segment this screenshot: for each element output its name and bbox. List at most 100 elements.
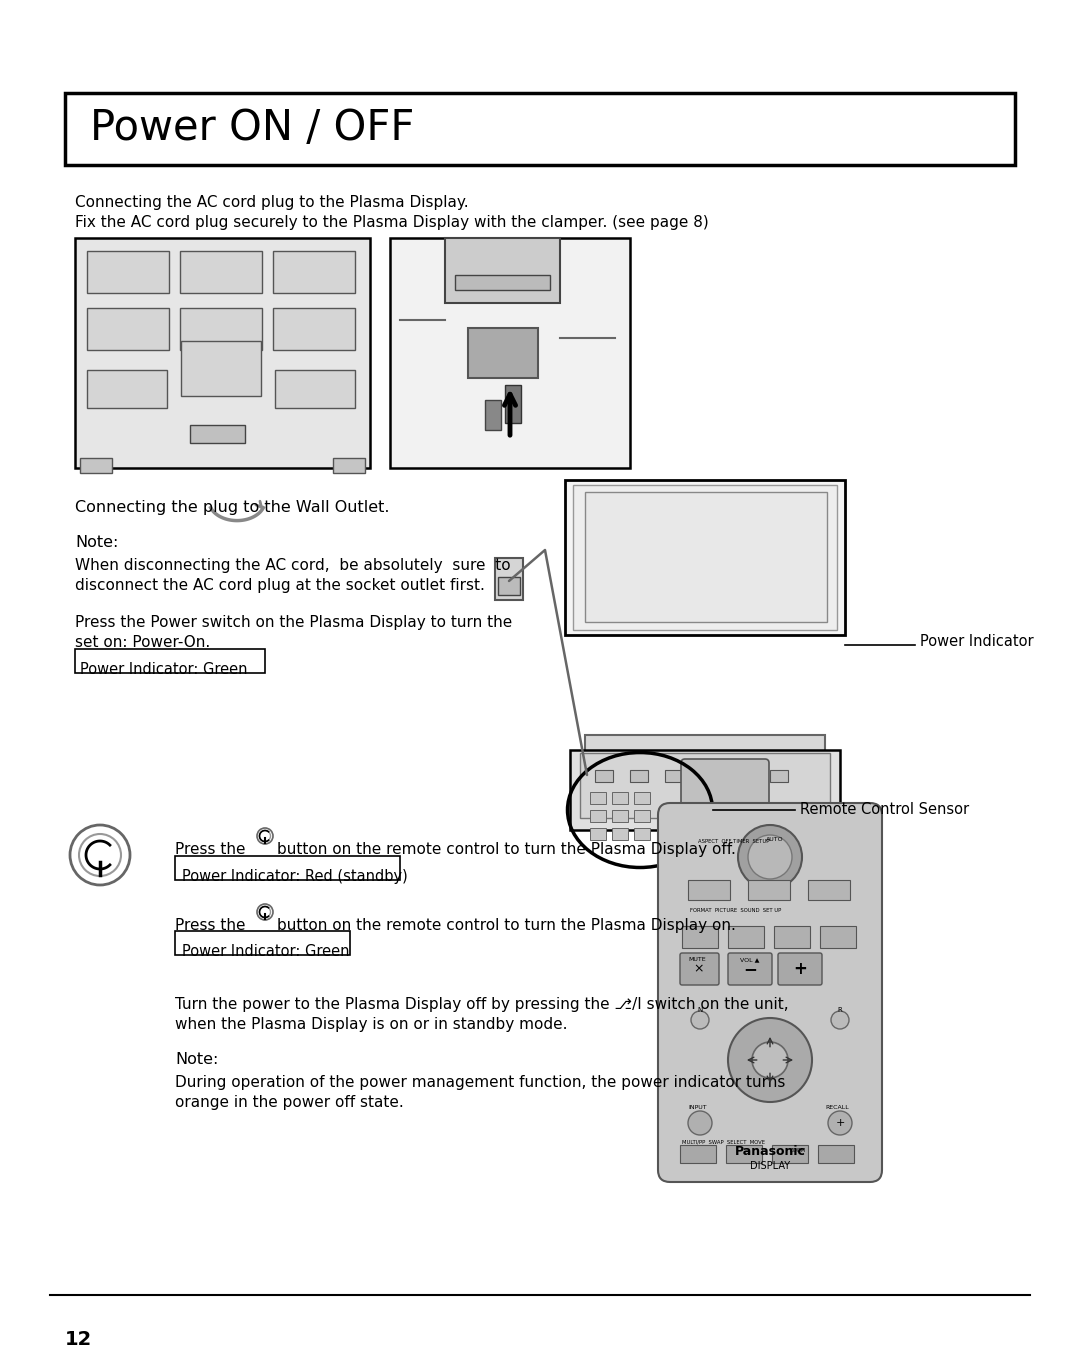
Bar [273,252,355,294]
Text: Turn the power to the Plasma Display off by pressing the ⎇/I switch on the unit,: Turn the power to the Plasma Display off… [175,997,788,1012]
Bar [665,770,683,782]
Circle shape [828,1111,852,1135]
Bar [590,828,606,840]
Bar [748,879,789,900]
Text: orange in the power off state.: orange in the power off state. [175,1095,404,1109]
Bar [485,400,501,430]
Bar [770,770,788,782]
Text: R: R [838,1007,842,1013]
Bar [700,770,718,782]
FancyBboxPatch shape [680,953,719,985]
Text: N: N [698,1007,703,1013]
Text: button on the remote control to turn the Plasma Display on.: button on the remote control to turn the… [276,917,735,934]
Bar [190,425,245,442]
Bar [772,1145,808,1164]
Text: VOL ▲: VOL ▲ [740,957,759,962]
Bar [175,856,400,879]
FancyBboxPatch shape [778,953,822,985]
Bar [818,1145,854,1164]
FancyBboxPatch shape [681,759,769,823]
Text: +: + [793,961,807,978]
Text: Press the: Press the [175,917,245,934]
Circle shape [70,825,130,885]
Bar [585,492,827,622]
Bar [505,386,521,423]
Bar [87,369,167,409]
Bar [726,1145,762,1164]
Bar [565,480,845,635]
Bar [175,931,350,955]
Text: Power Indicator: Red (standby): Power Indicator: Red (standby) [183,869,408,884]
Text: disconnect the AC cord plug at the socket outlet first.: disconnect the AC cord plug at the socke… [75,578,485,593]
Text: ZOOM: ZOOM [789,1147,806,1153]
Bar [634,828,650,840]
Bar [590,810,606,823]
Bar [590,792,606,804]
Text: ×: × [693,962,704,976]
Text: Connecting the AC cord plug to the Plasma Display.: Connecting the AC cord plug to the Plasm… [75,195,469,210]
Text: During operation of the power management function, the power indicator turns: During operation of the power management… [175,1076,785,1091]
Text: Power Indicator: Green: Power Indicator: Green [80,662,247,676]
Bar [688,879,730,900]
Bar [681,925,718,948]
FancyBboxPatch shape [728,953,772,985]
Text: Press the Power switch on the Plasma Display to turn the: Press the Power switch on the Plasma Dis… [75,616,512,630]
Bar [275,369,355,409]
Bar [580,754,831,819]
Bar [468,327,538,377]
Bar [181,341,261,396]
Text: Press the: Press the [175,842,245,856]
Bar [808,879,850,900]
Text: −: − [743,961,757,978]
Bar [680,1145,716,1164]
Circle shape [257,828,273,844]
Bar [498,576,519,595]
Circle shape [728,1017,812,1101]
Bar [333,459,365,474]
Text: AUTO: AUTO [766,838,784,842]
Text: Panasonic: Panasonic [734,1145,806,1158]
Text: Note:: Note: [175,1053,218,1068]
Bar [87,252,168,294]
Bar [735,770,753,782]
Bar [445,238,561,303]
Circle shape [257,904,273,920]
Circle shape [691,1011,708,1030]
Circle shape [748,835,792,879]
Text: Power ON / OFF: Power ON / OFF [90,107,415,149]
Bar [728,925,764,948]
Text: DISPLAY: DISPLAY [750,1161,791,1170]
Text: Power Indicator: Power Indicator [920,635,1034,649]
Text: MUTE: MUTE [688,957,705,962]
Bar [180,252,262,294]
Text: When disconnecting the AC cord,  be absolutely  sure  to: When disconnecting the AC cord, be absol… [75,557,511,574]
Bar [573,484,837,630]
Bar [80,459,112,474]
Text: Remote Control Sensor: Remote Control Sensor [800,802,969,817]
Bar [634,810,650,823]
Bar [774,925,810,948]
Text: button on the remote control to turn the Plasma Display off.: button on the remote control to turn the… [276,842,735,856]
Bar [595,770,613,782]
Text: 12: 12 [65,1330,92,1349]
Bar [273,308,355,350]
Bar [612,828,627,840]
Bar [455,275,550,290]
Bar [495,557,523,599]
Circle shape [752,1042,788,1078]
Bar [390,238,630,468]
Text: RECALL: RECALL [825,1105,849,1109]
Text: when the Plasma Display is on or in standby mode.: when the Plasma Display is on or in stan… [175,1017,567,1032]
Bar [585,735,825,755]
Text: set on: Power-On.: set on: Power-On. [75,635,211,649]
Bar [87,308,168,350]
Circle shape [831,1011,849,1030]
Text: MULTI/PP  SWAP  SELECT  MOVE: MULTI/PP SWAP SELECT MOVE [681,1141,765,1145]
Text: FORMAT  PICTURE  SOUND  SET UP: FORMAT PICTURE SOUND SET UP [690,908,781,913]
Bar [75,238,370,468]
Circle shape [688,1111,712,1135]
Bar [65,93,1015,165]
Text: INPUT: INPUT [688,1105,706,1109]
Text: Note:: Note: [75,534,119,551]
Bar [630,770,648,782]
